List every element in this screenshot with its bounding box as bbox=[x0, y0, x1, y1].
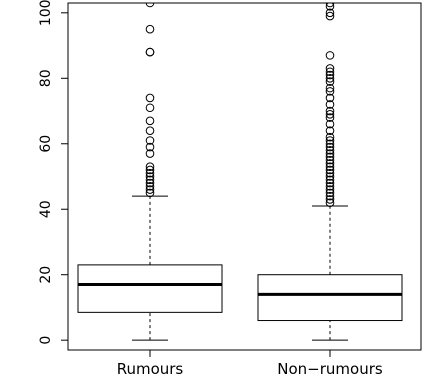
outlier-point bbox=[325, 152, 335, 162]
outlier-point bbox=[325, 162, 335, 171]
outlier-point bbox=[325, 155, 335, 165]
outlier-point bbox=[325, 3, 335, 11]
y-tick-label: 20 bbox=[38, 266, 54, 284]
outlier-point bbox=[325, 51, 335, 60]
outlier-point bbox=[325, 77, 335, 86]
outlier-point bbox=[325, 110, 335, 119]
y-tick-label: 80 bbox=[38, 69, 54, 87]
outlier-point bbox=[145, 149, 155, 158]
outlier-point bbox=[325, 182, 335, 191]
outlier-point bbox=[145, 185, 155, 194]
outlier-point bbox=[145, 142, 155, 152]
outlier-point bbox=[325, 198, 335, 207]
outlier-point bbox=[325, 100, 335, 109]
outlier-point bbox=[145, 182, 155, 191]
outlier-point bbox=[145, 188, 155, 198]
y-tick-label: 0 bbox=[38, 336, 54, 345]
outlier-point bbox=[325, 70, 335, 80]
box-iqr bbox=[77, 264, 223, 313]
outlier-point bbox=[325, 185, 335, 194]
y-tick-label: 40 bbox=[38, 200, 54, 218]
outlier-point bbox=[325, 126, 335, 135]
outlier-point bbox=[145, 136, 155, 145]
outlier-point bbox=[325, 188, 335, 198]
outlier-point bbox=[145, 3, 155, 8]
outlier-point bbox=[145, 103, 155, 113]
outlier-point bbox=[325, 168, 335, 178]
outlier-point bbox=[145, 178, 155, 188]
y-tick-label: 100 bbox=[38, 0, 54, 26]
outlier-point bbox=[145, 168, 155, 178]
outlier-point bbox=[325, 67, 335, 77]
box-iqr bbox=[257, 274, 403, 322]
outlier-point bbox=[325, 87, 335, 96]
outlier-point bbox=[325, 73, 335, 83]
outlier-point bbox=[325, 3, 335, 8]
outlier-point bbox=[325, 119, 335, 129]
plot-area: 0 20 40 60 80 100 Rumours Non−rumours bbox=[38, 0, 422, 378]
outlier-point bbox=[145, 126, 155, 135]
x-category-label: Rumours bbox=[117, 360, 184, 378]
outlier-point bbox=[325, 136, 335, 145]
outlier-point bbox=[145, 47, 155, 57]
outlier-point bbox=[325, 142, 335, 152]
outlier-point bbox=[145, 165, 155, 175]
y-tick-label: 60 bbox=[38, 135, 54, 153]
outlier-point bbox=[325, 146, 335, 155]
outlier-point bbox=[325, 165, 335, 175]
outlier-point bbox=[325, 132, 335, 142]
outlier-point bbox=[325, 175, 335, 185]
x-category-label: Non−rumours bbox=[277, 360, 383, 378]
outlier-point bbox=[325, 8, 335, 18]
outlier-point bbox=[145, 93, 155, 103]
outlier-point bbox=[325, 93, 335, 103]
plot-frame bbox=[67, 2, 422, 351]
outlier-point bbox=[325, 178, 335, 188]
outlier-point bbox=[325, 172, 335, 181]
outlier-point bbox=[325, 113, 335, 122]
outlier-point bbox=[325, 159, 335, 168]
outlier-point bbox=[325, 11, 335, 21]
outlier-point bbox=[325, 191, 335, 201]
outlier-point bbox=[145, 24, 155, 34]
outlier-point bbox=[145, 172, 155, 181]
outlier-point bbox=[325, 64, 335, 73]
outlier-point bbox=[145, 162, 155, 171]
outlier-point bbox=[325, 195, 335, 204]
outlier-point bbox=[325, 83, 335, 93]
outlier-point bbox=[145, 175, 155, 185]
outlier-point bbox=[325, 106, 335, 116]
outlier-point bbox=[325, 149, 335, 158]
outlier-point bbox=[325, 139, 335, 149]
outlier-point bbox=[145, 116, 155, 126]
